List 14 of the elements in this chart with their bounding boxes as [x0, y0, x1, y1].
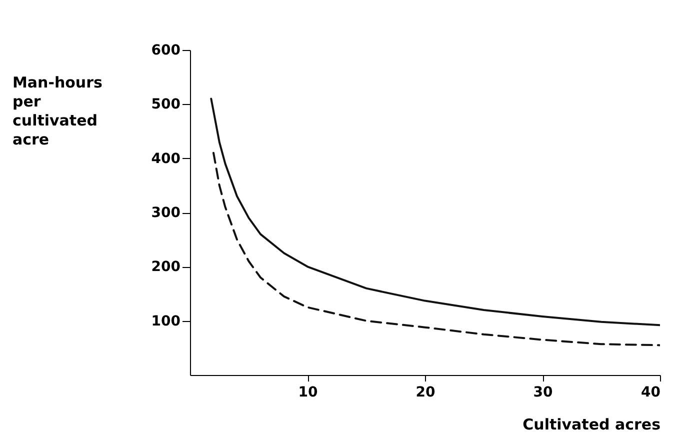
line-series [210, 98, 660, 326]
y-tick-label: 200 [151, 259, 181, 276]
y-tick-label: 400 [151, 150, 181, 167]
x-axis-title: Cultivated acres [522, 416, 661, 434]
y-tick-label: 500 [151, 96, 181, 113]
y-axis-title: Man-hours per cultivated acre [12, 74, 103, 148]
x-tick-label: 30 [533, 384, 553, 400]
y-tick-label: 100 [151, 313, 181, 330]
x-tick-label: 10 [298, 384, 318, 400]
x-tick-label: 20 [416, 384, 436, 400]
line-series [212, 152, 660, 346]
x-tick-label: 40 [641, 384, 661, 400]
y-tick-label: 600 [151, 42, 181, 58]
y-tick-label: 300 [151, 205, 181, 221]
